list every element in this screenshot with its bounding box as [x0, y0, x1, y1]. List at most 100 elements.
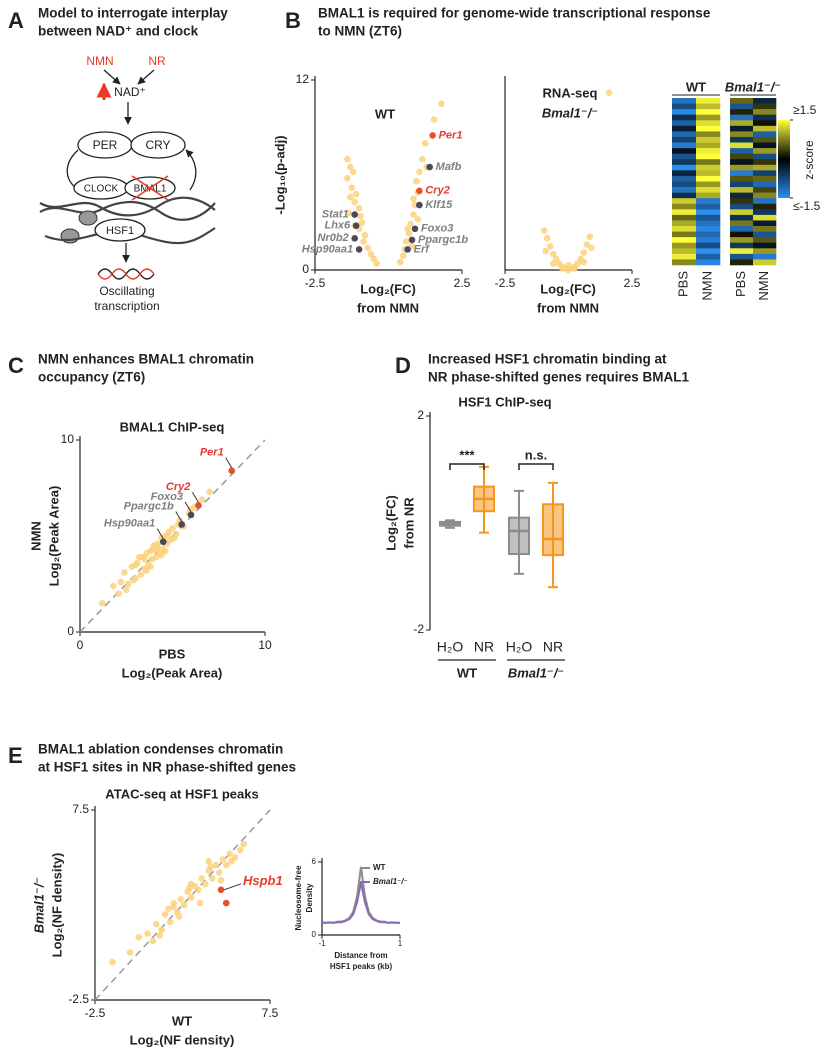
gene-label: Foxo3: [151, 491, 183, 503]
highlight-point: [351, 235, 358, 242]
data-point: [217, 877, 225, 884]
x-tick-label: -1: [318, 939, 326, 948]
heatmap-cell: [696, 136, 721, 143]
heatmap-cell: [672, 226, 697, 232]
highlight-point: [159, 538, 167, 546]
data-point: [357, 212, 364, 220]
heatmap-cell: [730, 198, 754, 205]
y-tick-label: 10: [61, 432, 75, 446]
data-point: [361, 231, 369, 239]
column-label: PBS: [733, 271, 748, 297]
column-label: NMN: [699, 271, 714, 301]
heatmap-cell: [753, 148, 777, 154]
heatmap-cell: [696, 153, 721, 160]
heatmap-cell: [672, 198, 697, 205]
gene-label: Per1: [200, 447, 224, 459]
diagram-label: BMAL1: [134, 184, 167, 195]
heatmap-cell: [696, 192, 721, 199]
data-point: [407, 220, 414, 228]
oscillation: [97, 268, 155, 280]
gene-label: Hsp90aa1: [302, 243, 353, 255]
colorbar-label: ≥1.5: [793, 103, 817, 117]
data-point: [586, 233, 594, 241]
diagram-label: CRY: [145, 138, 170, 152]
data-point: [177, 896, 185, 903]
data-point: [180, 901, 188, 909]
heatmap-cell: [753, 175, 777, 182]
diagram-label: NMN: [86, 54, 113, 68]
y-axis-label: Log₂(FC): [383, 495, 398, 551]
heatmap-cell: [730, 248, 754, 255]
line-series: [322, 866, 400, 924]
significance-bracket: [518, 463, 554, 470]
heatmap-cell: [696, 164, 721, 171]
chart-title: ATAC-seq at HSF1 peaks: [105, 786, 258, 801]
highlight-point: [355, 246, 363, 253]
data-point: [198, 875, 206, 882]
heatmap-cell: [753, 125, 777, 132]
data-point: [565, 261, 572, 269]
heatmap-cell: [753, 114, 777, 121]
heatmap-cell: [696, 209, 721, 216]
heatmap-cell: [753, 103, 777, 110]
data-point: [141, 555, 149, 563]
heatmap-cell: [696, 242, 721, 249]
x-axis-label: WT: [172, 1013, 192, 1028]
gene-label: Erf: [414, 243, 431, 255]
y-tick-label: 0: [67, 624, 74, 638]
x-tick-label: 10: [258, 638, 272, 652]
heatmap-cell: [730, 220, 754, 227]
chart-title: WT: [375, 106, 395, 121]
heatmap-cell: [696, 220, 721, 227]
data-point: [605, 89, 613, 96]
x-tick-label: 7.5: [262, 1006, 279, 1020]
heatmap-cell: [696, 148, 721, 154]
y-axis-label: Density: [305, 883, 314, 912]
heatmap-cell: [672, 248, 697, 255]
heatmap-cell: [696, 120, 721, 127]
heatmap-cell: [753, 187, 777, 193]
box: [508, 516, 530, 556]
y-axis-label: from NR: [401, 497, 416, 549]
heatmap-cell: [696, 248, 721, 255]
y-tick-label: -2: [413, 622, 424, 636]
diagram-label: transcription: [94, 299, 159, 313]
data-point: [165, 905, 172, 913]
heatmap-cell: [696, 109, 721, 115]
significance-label: n.s.: [525, 447, 547, 462]
heatmap-cell: [730, 103, 754, 110]
data-point: [187, 505, 195, 513]
data-point: [348, 184, 356, 191]
heatmap-cell: [730, 209, 754, 216]
data-point: [115, 590, 123, 597]
highlight-point: [426, 163, 433, 171]
x-tick-label: H₂O: [506, 639, 533, 655]
heatmap-cell: [672, 237, 697, 244]
heatmap-cell: [730, 192, 754, 199]
heatmap-cell: [730, 253, 754, 260]
heatmap-cell: [753, 153, 777, 160]
diagram-label: NR: [148, 54, 166, 68]
panel-title: to NMN (ZT6): [318, 24, 402, 39]
feedback-arc: [185, 149, 197, 191]
panel-letter: C: [8, 353, 24, 378]
data-point: [132, 561, 139, 569]
data-point: [110, 582, 117, 590]
diagram-label: Oscillating: [99, 284, 154, 298]
heatmap-cell: [753, 253, 777, 260]
data-point: [549, 260, 557, 267]
y-tick-label: 0: [312, 930, 317, 939]
data-point: [166, 918, 174, 926]
data-point: [169, 525, 176, 532]
x-axis-label: Log₂(NF density): [130, 1032, 235, 1047]
heatmap-cell: [672, 259, 697, 266]
panel-title: at HSF1 sites in NR phase-shifted genes: [38, 760, 296, 775]
data-point: [349, 168, 357, 176]
data-point: [215, 869, 223, 876]
data-point: [144, 930, 151, 937]
heatmap-cell: [753, 181, 777, 188]
data-point: [399, 252, 407, 260]
heatmap-cell: [696, 114, 721, 121]
panel-title: Increased HSF1 chromatin binding at: [428, 352, 667, 367]
x-axis-label: HSF1 peaks (kb): [330, 962, 393, 971]
